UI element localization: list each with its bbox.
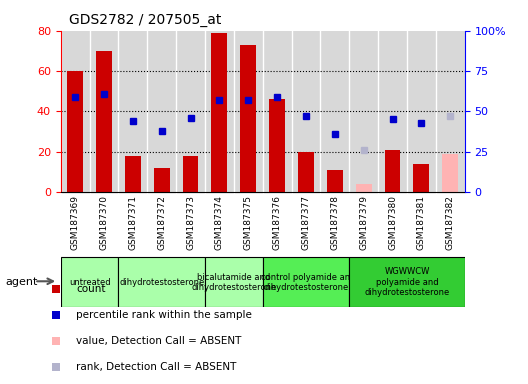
Bar: [205, 257, 262, 307]
Bar: [118, 257, 205, 307]
Bar: [240, 45, 256, 192]
Text: percentile rank within the sample: percentile rank within the sample: [77, 310, 252, 320]
Bar: [212, 33, 228, 192]
Text: GDS2782 / 207505_at: GDS2782 / 207505_at: [69, 13, 221, 27]
Text: GSM187382: GSM187382: [446, 195, 455, 250]
Text: GSM187369: GSM187369: [71, 195, 80, 250]
Text: count: count: [77, 285, 106, 295]
Text: GSM187372: GSM187372: [157, 195, 166, 250]
Bar: [442, 154, 458, 192]
Text: rank, Detection Call = ABSENT: rank, Detection Call = ABSENT: [77, 362, 237, 372]
Text: dihydrotestosterone: dihydrotestosterone: [119, 278, 204, 287]
Bar: [413, 164, 429, 192]
Text: control polyamide an
dihydrotestosterone: control polyamide an dihydrotestosterone: [261, 273, 351, 292]
Text: bicalutamide and
dihydrotestosterone: bicalutamide and dihydrotestosterone: [191, 273, 277, 292]
Bar: [269, 99, 285, 192]
Text: WGWWCW
polyamide and
dihydrotestosterone: WGWWCW polyamide and dihydrotestosterone: [364, 267, 449, 297]
Bar: [125, 156, 141, 192]
Text: GSM187374: GSM187374: [215, 195, 224, 250]
Text: GSM187371: GSM187371: [128, 195, 137, 250]
Bar: [262, 257, 349, 307]
Text: GSM187377: GSM187377: [301, 195, 310, 250]
Text: GSM187373: GSM187373: [186, 195, 195, 250]
Text: untreated: untreated: [69, 278, 110, 287]
Text: GSM187370: GSM187370: [99, 195, 108, 250]
Bar: [384, 150, 400, 192]
Bar: [154, 168, 169, 192]
Text: GSM187378: GSM187378: [331, 195, 340, 250]
Text: agent: agent: [5, 277, 37, 287]
Bar: [298, 152, 314, 192]
Text: GSM187376: GSM187376: [272, 195, 281, 250]
Text: GSM187379: GSM187379: [359, 195, 368, 250]
Bar: [356, 184, 372, 192]
Bar: [61, 257, 118, 307]
Text: GSM187375: GSM187375: [244, 195, 253, 250]
Bar: [349, 257, 465, 307]
Bar: [96, 51, 112, 192]
Bar: [327, 170, 343, 192]
Text: GSM187380: GSM187380: [388, 195, 397, 250]
Text: value, Detection Call = ABSENT: value, Detection Call = ABSENT: [77, 336, 242, 346]
Text: GSM187381: GSM187381: [417, 195, 426, 250]
Bar: [183, 156, 199, 192]
Bar: [67, 71, 83, 192]
